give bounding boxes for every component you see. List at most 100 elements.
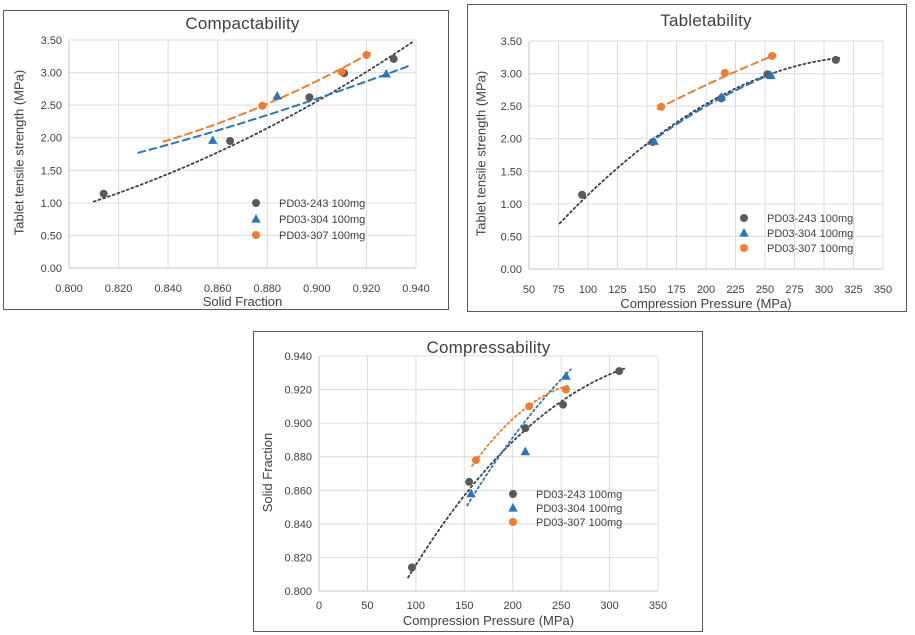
trendlines bbox=[558, 53, 841, 225]
y-tick-label: 1.00 bbox=[41, 198, 62, 210]
x-tick-label: 275 bbox=[785, 284, 803, 296]
legend: PD03-243 100mg PD03-304 100mg PD03-307 100… bbox=[251, 198, 365, 242]
y-tick-label: 0.50 bbox=[41, 230, 62, 242]
y-tick-label: 0.880 bbox=[284, 452, 312, 464]
tick-labels: 50 75 100 125 150 175 200 225 250 275 300 325 350 0.0… bbox=[501, 36, 893, 296]
y-tick-label: 3.00 bbox=[501, 69, 522, 81]
y-tick-label: 0.920 bbox=[284, 385, 312, 397]
data-point bbox=[466, 488, 476, 498]
legend-marker bbox=[740, 214, 748, 222]
legend-marker bbox=[251, 214, 261, 223]
trendlines bbox=[92, 40, 415, 203]
legend: PD03-243 100mg PD03-304 100mg PD03-307 100… bbox=[508, 489, 622, 529]
chart-title: Compressability bbox=[426, 338, 551, 357]
series-pd03-243-100mg bbox=[407, 367, 624, 572]
y-tick-label: 0.840 bbox=[284, 519, 312, 531]
x-tick-label: 50 bbox=[523, 284, 535, 296]
y-tick-label: 0.00 bbox=[41, 263, 62, 275]
x-tick-label: 300 bbox=[600, 600, 618, 612]
data-point bbox=[559, 400, 568, 409]
y-axis-label: Tablet tensile strength (MPa) bbox=[11, 69, 27, 236]
y-tick-label: 2.00 bbox=[501, 134, 522, 146]
x-tick-label: 200 bbox=[697, 284, 715, 296]
x-tick-label: 150 bbox=[638, 284, 656, 296]
trendline-dotted bbox=[558, 57, 841, 225]
trendline-dotted bbox=[471, 384, 570, 467]
legend-label: PD03-304 100mg bbox=[536, 503, 622, 515]
data-point bbox=[521, 424, 530, 433]
x-tick-label: 0.940 bbox=[402, 283, 430, 295]
y-tick-label: 2.00 bbox=[41, 133, 62, 145]
trendline-dashed bbox=[162, 51, 373, 143]
data-point bbox=[615, 367, 624, 376]
series-pd03-307-100mg bbox=[657, 51, 777, 111]
x-tick-label: 0.840 bbox=[154, 283, 182, 295]
compactability-chart-canvas: 0.800 0.820 0.840 0.860 0.880 0.900 0.920 0.940… bbox=[41, 35, 430, 295]
chart-title: Tabletability bbox=[660, 11, 752, 30]
x-tick-label: 0.920 bbox=[353, 283, 381, 295]
data-point bbox=[465, 477, 474, 486]
x-tick-label: 225 bbox=[726, 284, 744, 296]
legend-label: PD03-243 100mg bbox=[536, 489, 622, 501]
x-tick-label: 300 bbox=[815, 284, 833, 296]
x-axis-label: Compression Pressure (MPa) bbox=[620, 296, 792, 311]
data-point bbox=[716, 92, 727, 101]
y-axis-label: Tablet tensile strength (MPa) bbox=[473, 70, 489, 237]
chart-panel-compressability: 0 50 100 150 200 250 300 350 0.800 0.820 0.840 0.86… bbox=[253, 331, 703, 632]
series-pd03-307-100mg bbox=[258, 50, 371, 110]
data-point bbox=[272, 91, 282, 100]
trendlines bbox=[407, 367, 625, 579]
y-axis-label: Solid Fraction bbox=[260, 432, 275, 513]
gridlines bbox=[318, 355, 659, 592]
legend-label: PD03-307 100mg bbox=[279, 230, 365, 242]
legend-label: PD03-307 100mg bbox=[767, 243, 853, 255]
x-tick-label: 50 bbox=[361, 600, 373, 612]
legend-label: PD03-243 100mg bbox=[767, 213, 853, 225]
y-tick-label: 1.00 bbox=[501, 199, 522, 211]
x-axis-label: Compression Pressure (MPa) bbox=[402, 613, 575, 628]
trendline-dashed bbox=[647, 71, 777, 145]
data-point bbox=[649, 136, 659, 145]
x-tick-label: 0.820 bbox=[105, 283, 133, 295]
y-tick-label: 0.50 bbox=[501, 231, 522, 243]
x-tick-label: 100 bbox=[407, 600, 425, 612]
x-tick-label: 0.800 bbox=[55, 283, 83, 295]
y-tick-label: 3.50 bbox=[41, 35, 62, 47]
x-tick-label: 150 bbox=[455, 600, 473, 612]
data-point bbox=[766, 70, 776, 80]
data-point bbox=[525, 402, 534, 411]
gridlines bbox=[68, 39, 417, 269]
data-point bbox=[337, 67, 346, 76]
x-tick-label: 125 bbox=[608, 284, 626, 296]
series-pd03-304-100mg bbox=[466, 371, 571, 498]
legend-marker bbox=[740, 244, 748, 252]
y-tick-label: 3.00 bbox=[41, 68, 62, 80]
legend-label: PD03-243 100mg bbox=[279, 198, 365, 210]
data-point bbox=[305, 93, 314, 102]
data-point bbox=[578, 190, 587, 199]
x-tick-label: 100 bbox=[579, 284, 597, 296]
x-tick-label: 0 bbox=[316, 600, 322, 612]
trendline-dotted bbox=[466, 368, 572, 507]
x-axis-label: Solid Fraction bbox=[202, 294, 283, 309]
y-tick-label: 1.50 bbox=[501, 166, 522, 178]
x-tick-label: 250 bbox=[552, 600, 570, 612]
compressability-chart-canvas: 0 50 100 150 200 250 300 350 0.800 0.820 0.840 0.86… bbox=[284, 351, 667, 612]
data-point bbox=[208, 135, 218, 144]
trendline-dotted bbox=[407, 367, 625, 579]
y-tick-label: 2.50 bbox=[501, 101, 522, 113]
data-point bbox=[381, 68, 391, 78]
chart-panel-tabletability: 50 75 100 125 150 175 200 225 250 275 300 325 350 0.0… bbox=[467, 4, 907, 312]
legend-marker bbox=[739, 228, 749, 237]
x-tick-label: 350 bbox=[649, 600, 667, 612]
data-point bbox=[831, 55, 840, 64]
legend-marker bbox=[252, 199, 260, 207]
trendline-dotted bbox=[92, 40, 415, 203]
y-tick-label: 1.50 bbox=[41, 165, 62, 177]
tick-labels: 0 50 100 150 200 250 300 350 0.800 0.820 0.840 0.86… bbox=[284, 351, 667, 612]
y-tick-label: 2.50 bbox=[41, 100, 62, 112]
x-tick-label: 75 bbox=[552, 284, 564, 296]
series-pd03-243-100mg bbox=[99, 54, 398, 198]
legend-marker bbox=[252, 231, 260, 239]
